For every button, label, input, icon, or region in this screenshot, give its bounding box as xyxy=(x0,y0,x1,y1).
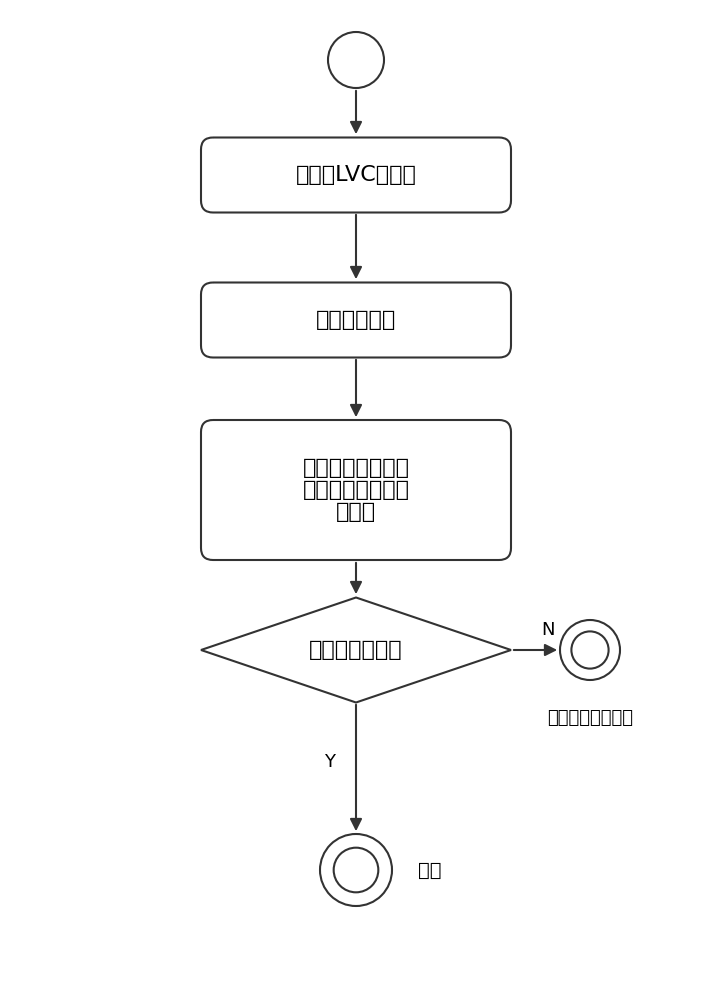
Ellipse shape xyxy=(560,620,620,680)
Text: 道的缓冲区进行原: 道的缓冲区进行原 xyxy=(303,480,409,500)
Ellipse shape xyxy=(320,834,392,906)
Text: 失败（车辆碰撞）: 失败（车辆碰撞） xyxy=(547,709,633,727)
Text: Y: Y xyxy=(325,753,335,771)
Ellipse shape xyxy=(572,631,609,669)
Text: 当前车辆与下游车: 当前车辆与下游车 xyxy=(303,458,409,478)
Text: 交换得到空値？: 交换得到空値？ xyxy=(309,640,403,660)
PathPatch shape xyxy=(201,420,511,560)
Text: 车辆从LVC中除去: 车辆从LVC中除去 xyxy=(295,165,417,185)
Polygon shape xyxy=(201,597,511,702)
Text: 成功: 成功 xyxy=(418,860,441,880)
Text: 子交换: 子交换 xyxy=(336,502,376,522)
PathPatch shape xyxy=(201,137,511,213)
Ellipse shape xyxy=(328,32,384,88)
Ellipse shape xyxy=(334,848,378,892)
Text: 更新车辆状态: 更新车辆状态 xyxy=(316,310,396,330)
PathPatch shape xyxy=(201,282,511,358)
Text: N: N xyxy=(541,621,555,639)
